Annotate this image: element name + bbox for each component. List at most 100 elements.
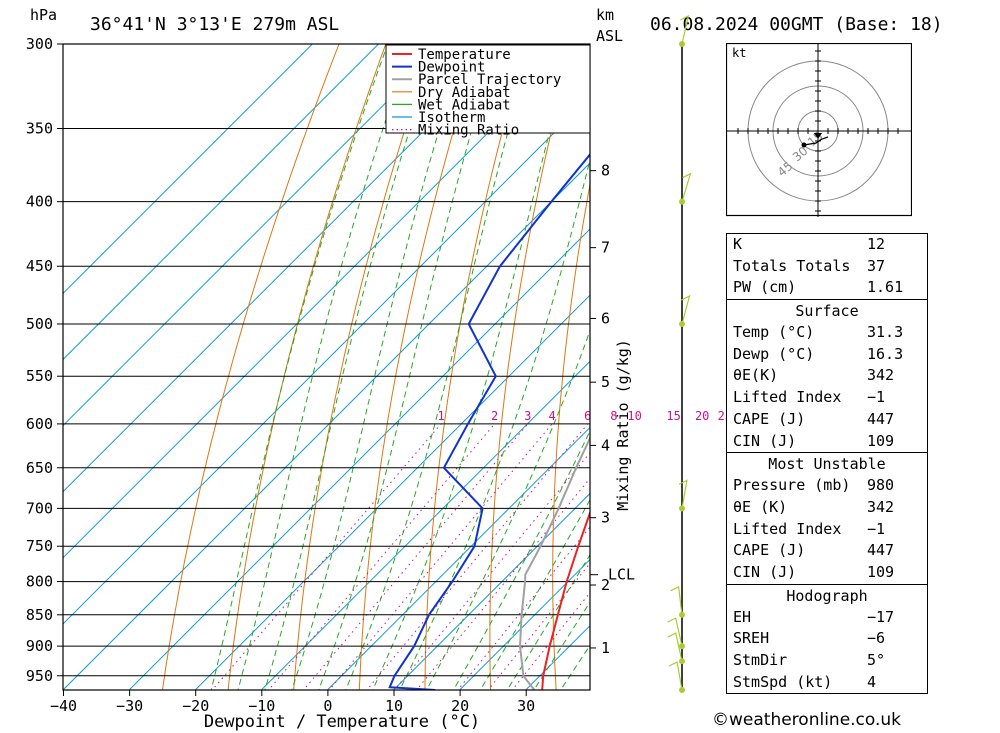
location-title: 36°41'N 3°13'E 279m ASL bbox=[90, 14, 339, 35]
wet-adiabat-line bbox=[506, 553, 590, 690]
most-unstable-title: Most Unstable bbox=[768, 455, 886, 474]
param-value: 31.3 bbox=[867, 323, 904, 342]
param-value: 109 bbox=[867, 431, 895, 450]
wet-adiabat-line bbox=[372, 44, 574, 690]
wind-barb bbox=[678, 479, 688, 509]
profile-lines bbox=[388, 152, 590, 690]
isotherm-line bbox=[63, 44, 314, 295]
param-value: 12 bbox=[867, 235, 886, 253]
copyright-footer[interactable]: ©weatheronline.co.uk bbox=[712, 710, 902, 730]
param-row: SREH −6 bbox=[727, 628, 927, 650]
pressure-tick-label: 450 bbox=[26, 257, 53, 275]
param-label: CAPE (J) bbox=[733, 409, 806, 428]
param-row: Pressure (mb) 980 bbox=[727, 475, 927, 497]
wind-barb-shaft bbox=[678, 479, 688, 509]
wet-adiabat-line bbox=[264, 44, 439, 690]
hodograph-frame bbox=[726, 43, 912, 217]
mixing-ratio-line bbox=[511, 591, 590, 690]
pressure-tick-label: 300 bbox=[26, 35, 53, 53]
pressure-tick-label: 400 bbox=[26, 193, 53, 211]
hodograph-params-table: Hodograph EH −17 SREH −6 StmDir 5° StmSpd (kt)… bbox=[726, 584, 928, 695]
mixing-ratio-line bbox=[366, 423, 589, 690]
mixing-ratio-label: 15 bbox=[666, 409, 680, 423]
mixing-ratio-line bbox=[267, 423, 495, 690]
km-tick-label: 3 bbox=[601, 509, 610, 527]
series-dewpoint bbox=[388, 152, 590, 690]
param-label: θE(K) bbox=[733, 366, 779, 385]
param-value: 980 bbox=[867, 476, 895, 495]
date-title: 06.08.2024 00GMT (Base: 18) bbox=[650, 14, 943, 35]
legend-entry: Dewpoint bbox=[418, 60, 485, 76]
temperature-tick-label: 10 bbox=[385, 697, 403, 715]
wet-adiabat-line bbox=[533, 601, 590, 690]
wet-adiabat-line bbox=[426, 329, 590, 690]
param-row: θE (K) 342 bbox=[727, 497, 927, 519]
pressure-tick-label: 900 bbox=[26, 637, 53, 655]
param-value: 5° bbox=[867, 651, 886, 669]
param-row: Lifted Index −1 bbox=[727, 387, 927, 409]
param-label: StmDir bbox=[733, 651, 788, 669]
wind-barb bbox=[670, 585, 683, 615]
param-label: θE (K) bbox=[733, 497, 788, 516]
wet-adiabat-line bbox=[237, 44, 413, 690]
wind-barb-shaft bbox=[668, 661, 683, 691]
param-row: θE(K) 342 bbox=[727, 365, 927, 387]
wind-barb bbox=[667, 632, 683, 662]
pressure-tick-label: 550 bbox=[26, 367, 53, 385]
mixing-ratio-label: 20 bbox=[695, 409, 709, 423]
axes: 3003504004505005506006507007508008509009… bbox=[26, 35, 635, 715]
pressure-tick-label: 700 bbox=[26, 499, 53, 517]
mixing-ratio-label: 4 bbox=[548, 409, 555, 423]
param-row: StmDir 5° bbox=[727, 650, 927, 672]
storm-motion-marker bbox=[814, 133, 822, 139]
hpa-unit-label: hPa bbox=[30, 6, 57, 24]
param-label: K bbox=[733, 235, 743, 253]
temperature-tick-label: −30 bbox=[116, 697, 143, 715]
pressure-tick-label: 500 bbox=[26, 315, 53, 333]
mixing-ratio-labels: 1 2 3 4 6 8 10 15 20 25 bbox=[437, 409, 732, 423]
param-row: K 12 bbox=[727, 234, 927, 256]
skewt-plot-area: 1 2 3 4 6 8 10 15 20 25 3003504004505005506006507… bbox=[26, 35, 732, 715]
most-unstable-table: Most Unstable Pressure (mb) 980 θE (K) 342 L… bbox=[726, 453, 928, 585]
param-value: −1 bbox=[867, 388, 886, 407]
wind-barb bbox=[667, 617, 683, 647]
wind-barb bbox=[681, 172, 692, 202]
param-value: −1 bbox=[867, 519, 886, 538]
mixing-ratio-axis-title: Mixing Ratio (g/kg) bbox=[614, 339, 632, 511]
param-row: CAPE (J) 447 bbox=[727, 540, 927, 562]
wind-barb bbox=[681, 294, 691, 325]
isotherm-line bbox=[63, 44, 380, 361]
x-axis-title: Dewpoint / Temperature (°C) bbox=[204, 712, 480, 732]
param-value: −6 bbox=[867, 629, 886, 648]
param-value: 342 bbox=[867, 497, 895, 516]
isotherm-line bbox=[63, 162, 590, 690]
wind-barb-shaft bbox=[681, 172, 692, 202]
isotherm-line bbox=[326, 426, 590, 690]
param-label: Totals Totals bbox=[733, 256, 851, 275]
km-tick-label: 8 bbox=[601, 162, 610, 180]
param-label: CIN (J) bbox=[733, 431, 797, 450]
param-row: EH −17 bbox=[727, 607, 927, 629]
pressure-tick-label: 850 bbox=[26, 606, 53, 624]
km-tick-label: 7 bbox=[601, 239, 610, 257]
wet-adiabat-line bbox=[291, 44, 467, 690]
lcl-label: LCL bbox=[608, 566, 635, 584]
mixing-ratio-line bbox=[211, 423, 442, 690]
wind-barb-shaft bbox=[680, 14, 690, 45]
km-tick-label: 1 bbox=[601, 639, 610, 657]
mixing-ratio-line bbox=[302, 423, 529, 690]
param-label: Dewp (°C) bbox=[733, 344, 815, 363]
param-value: 447 bbox=[867, 541, 895, 560]
km-tick-label: 6 bbox=[601, 309, 610, 327]
mixing-ratio-label: 2 bbox=[491, 409, 498, 423]
param-value: 4 bbox=[867, 672, 877, 691]
param-label: Lifted Index bbox=[733, 519, 842, 538]
param-row: PW (cm) 1.61 bbox=[727, 277, 927, 299]
isotherm-line bbox=[63, 44, 446, 427]
mixing-ratio-label: 6 bbox=[584, 409, 591, 423]
wind-barb-column bbox=[667, 14, 692, 693]
temperature-tick-label: 0 bbox=[323, 697, 332, 715]
pressure-tick-label: 750 bbox=[26, 537, 53, 555]
wet-adiabat-line bbox=[210, 44, 389, 690]
